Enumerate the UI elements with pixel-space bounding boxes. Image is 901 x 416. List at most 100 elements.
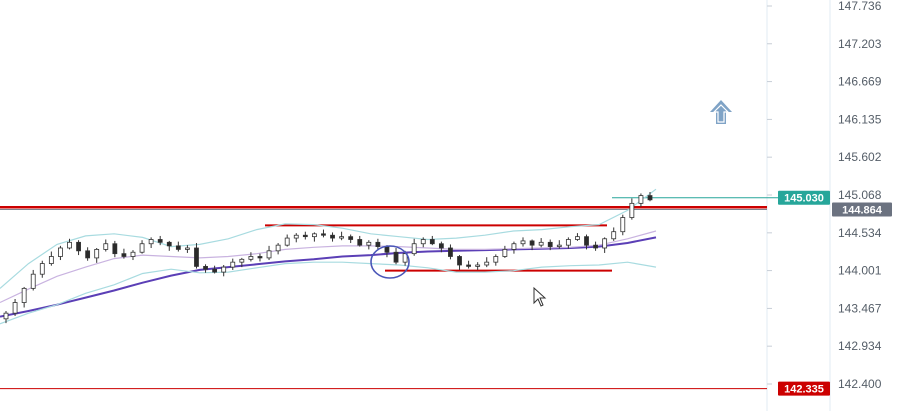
indicator-lines	[0, 188, 657, 325]
y-tick-label: 145.602	[838, 150, 882, 164]
y-tick-label: 147.736	[838, 0, 882, 13]
price-badge-label: 145.030	[784, 193, 824, 205]
candle-body	[221, 266, 227, 273]
candle-body	[647, 195, 653, 201]
candle-body	[12, 302, 18, 314]
y-tick-label: 142.400	[838, 377, 882, 391]
candle-body	[148, 239, 154, 245]
candle-body	[139, 243, 145, 253]
candle-body	[67, 241, 72, 249]
price-badges: 145.030 144.864 142.335	[778, 190, 892, 396]
candle-body	[620, 217, 626, 233]
price-badge	[832, 202, 892, 217]
y-tick-label: 146.669	[838, 75, 882, 89]
candle-body	[85, 250, 91, 259]
moving-average-slow-line	[0, 236, 657, 318]
candle-body	[475, 264, 481, 267]
candle-body	[448, 247, 453, 257]
candle-body	[520, 240, 526, 245]
candle-body	[157, 239, 163, 243]
candle-body	[438, 243, 444, 249]
bollinger-upper-line	[0, 188, 657, 289]
candle-body	[575, 236, 580, 240]
price-badge-label: 142.335	[784, 384, 824, 396]
candle-body	[502, 249, 508, 257]
candle-body	[384, 246, 390, 253]
price-badge	[778, 190, 830, 205]
y-tick-label: 145.068	[838, 188, 882, 202]
candle-body	[284, 237, 290, 246]
candle-body	[556, 244, 562, 247]
candle-body	[203, 266, 208, 270]
candle-body	[529, 240, 535, 246]
candle-body	[339, 236, 345, 239]
candle-body	[194, 247, 199, 267]
y-tick-label: 142.934	[838, 339, 882, 353]
candle-body	[611, 231, 617, 240]
highlight-circle[interactable]	[370, 245, 410, 279]
candle-body	[466, 264, 471, 267]
candle-body	[30, 273, 36, 289]
up-arrow-icon[interactable]	[710, 100, 732, 124]
candle-body	[58, 247, 63, 257]
candle-body	[76, 241, 81, 252]
candle-body	[629, 202, 635, 218]
price-axis[interactable]: 147.736 147.203 146.669 146.135 145.602 145.0…	[767, 0, 882, 391]
candle-body	[330, 234, 335, 239]
y-tick-label: 147.203	[838, 37, 882, 51]
candle-body	[393, 251, 399, 263]
candle-body	[39, 263, 45, 275]
candle-body	[593, 244, 598, 249]
candle-body	[584, 236, 589, 246]
y-tick-label: 144.534	[838, 226, 882, 240]
candle-body	[266, 250, 272, 259]
candle-body	[402, 253, 408, 263]
candle-body	[103, 243, 109, 250]
y-tick-label: 143.467	[838, 301, 882, 315]
candle-body	[175, 245, 181, 250]
candle-body	[375, 241, 381, 247]
candle-body	[547, 241, 553, 247]
candle-body	[212, 268, 218, 273]
candle-body	[166, 241, 172, 247]
y-tick-label: 144.001	[838, 264, 882, 278]
candle-body	[602, 238, 608, 249]
candle-body	[429, 239, 435, 245]
candle-body	[366, 241, 372, 246]
candle-body	[257, 256, 263, 259]
mouse-cursor-icon	[533, 286, 547, 307]
candle-body	[565, 239, 571, 246]
candle-body	[21, 287, 27, 303]
candle-body	[638, 195, 644, 204]
candle-body	[3, 312, 9, 320]
annotations	[370, 100, 732, 307]
candle-body	[511, 243, 517, 250]
candle-body	[293, 234, 299, 239]
candle-body	[121, 253, 127, 257]
candle-body	[321, 233, 326, 236]
candle-body	[275, 244, 281, 252]
horizontal-levels	[0, 197, 778, 390]
candle-body	[493, 256, 499, 263]
candle-body	[94, 249, 100, 259]
candle-body	[348, 236, 354, 240]
candle-body	[457, 256, 462, 266]
candle-body	[185, 247, 190, 250]
y-tick-label: 146.135	[838, 112, 882, 126]
candle-body	[130, 251, 136, 257]
candle-body	[230, 261, 236, 268]
candle-body	[538, 241, 544, 246]
candle-body	[420, 239, 426, 245]
candle-body	[302, 234, 308, 238]
price-badge	[778, 381, 830, 396]
candles	[3, 192, 653, 324]
candle-body	[239, 258, 245, 263]
moving-average-fast-line	[0, 230, 657, 304]
candle-body	[112, 243, 118, 255]
candle-body	[311, 233, 317, 238]
price-badge-label: 144.864	[842, 204, 883, 216]
candle-body	[484, 261, 490, 266]
candle-body	[357, 239, 363, 246]
